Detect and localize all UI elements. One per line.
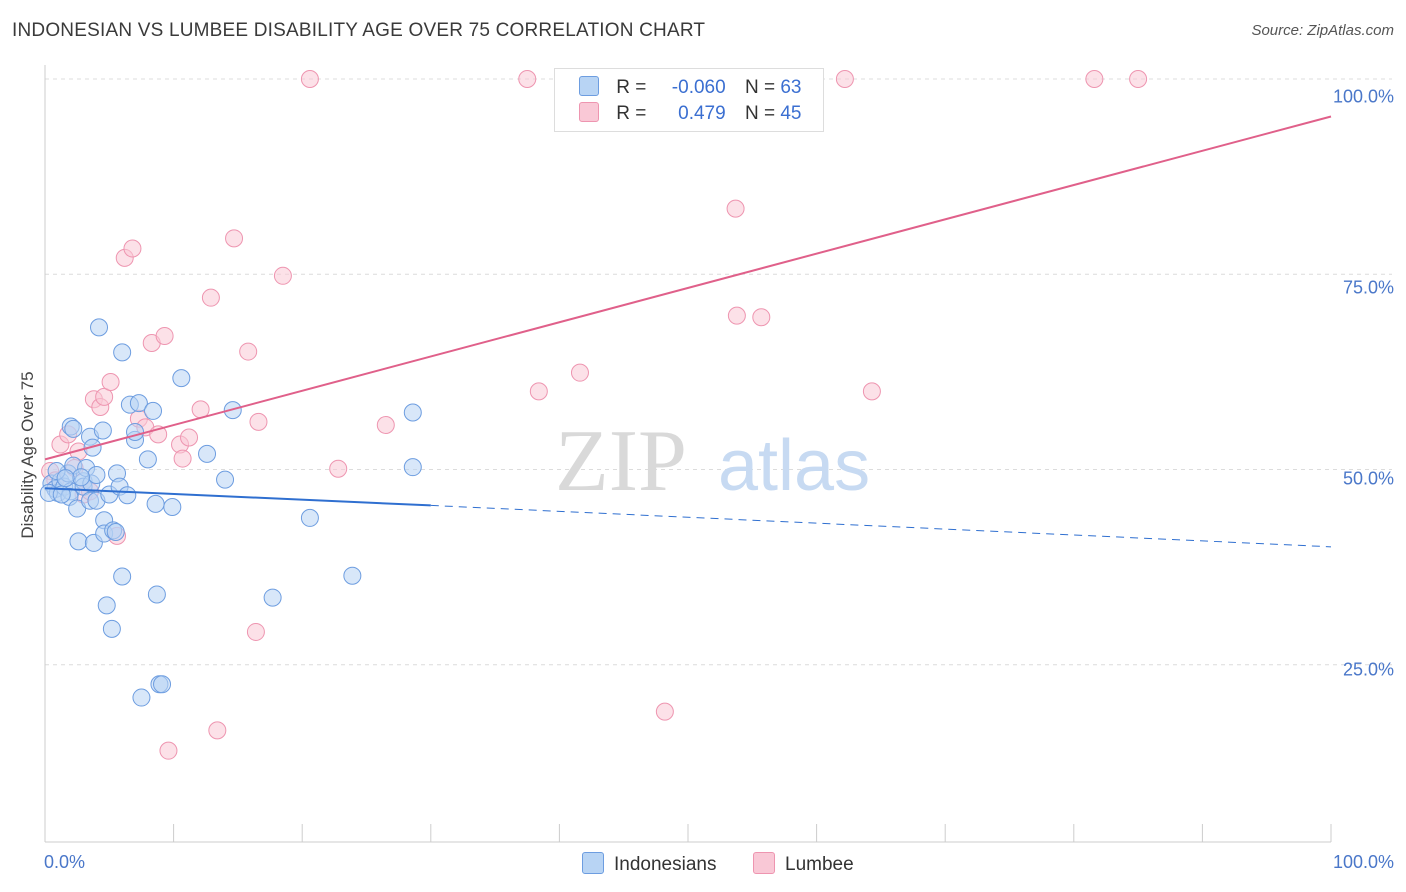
indonesian-point [216,470,235,489]
indonesian-point [300,508,319,527]
lumbee-point [752,308,771,327]
indonesian-point [113,343,132,362]
legend-swatch-blue [582,852,604,874]
lumbee-point [159,741,178,760]
legend-label-lumbee: Lumbee [785,854,854,875]
lumbee-point [655,702,674,721]
indonesian-point [64,419,83,438]
lumbee-point [529,382,548,401]
lumbee-point [570,363,589,382]
lumbee-point [201,288,220,307]
indonesian-point [113,567,132,586]
lumbee-point [518,70,537,88]
lumbee-point [329,459,348,478]
legend-label-indonesians: Indonesians [614,854,717,875]
indonesians-trendline-extension [430,504,1332,548]
indonesian-point [97,596,116,615]
indonesian-point [403,458,422,477]
indonesian-point [129,394,148,413]
legend-row-indonesians: R = -0.060 N = 63 [579,76,801,100]
indonesian-point [153,675,172,694]
source-credit: Source: ZipAtlas.com [1251,22,1394,39]
indonesian-point [90,318,109,337]
legend-n-value: 63 [780,77,802,98]
indonesian-point [343,566,362,585]
legend-n-label: N = [744,77,776,98]
lumbee-point [1129,70,1148,88]
indonesians-trendline [44,487,431,507]
indonesian-point [144,401,163,420]
lumbee-point [246,622,265,641]
legend-item-lumbee[interactable]: Lumbee [753,852,854,876]
indonesian-point [132,688,151,707]
lumbee-point [726,199,745,218]
indonesian-point [172,369,191,388]
indonesian-point [106,522,125,541]
y-tick-label-100: 100.0% [1332,86,1394,107]
lumbee-point [835,70,854,88]
lumbee-point [155,326,174,345]
lumbee-point [239,342,258,361]
lumbee-point [273,266,292,285]
lumbee-point [862,382,881,401]
legend-n-value: 45 [780,103,802,124]
stats-legend: R = -0.060 N = 63 R = 0.479 N = 45 [554,68,824,132]
lumbee-point [1085,70,1104,88]
lumbee-trendline [44,115,1332,461]
lumbee-point [95,387,114,406]
indonesian-point [147,585,166,604]
indonesian-point [138,450,157,469]
indonesian-point [118,486,137,505]
legend-item-indonesians[interactable]: Indonesians [582,852,716,876]
indonesian-point [198,444,217,463]
chart-title: INDONESIAN VS LUMBEE DISABILITY AGE OVER… [12,20,706,41]
y-tick-label-50: 50.0% [1342,468,1394,489]
indonesian-point [263,588,282,607]
legend-r-value: 0.479 [678,103,726,124]
legend-swatch-pink [579,102,599,122]
y-tick-label-75: 75.0% [1342,277,1394,298]
legend-r-label: R = [616,103,647,124]
indonesian-point [72,468,91,487]
indonesian-point [56,469,75,488]
watermark-zip: ZIP [555,413,687,510]
indonesian-point [87,465,106,484]
legend-row-lumbee: R = 0.479 N = 45 [579,102,801,126]
lumbee-point [180,428,199,447]
indonesian-point [163,497,182,516]
lumbee-point [249,412,268,431]
lumbee-point [727,306,746,325]
y-tick-label-25: 25.0% [1342,659,1394,680]
indonesian-point [69,532,88,551]
x-tick-label-min: 0.0% [44,852,86,872]
lumbee-point [101,373,120,392]
indonesian-point [146,494,165,513]
legend-swatch-blue [579,76,599,96]
legend-r-label: R = [616,77,647,98]
watermark-atlas: atlas [718,426,870,506]
lumbee-point [123,239,142,258]
indonesian-point [93,421,112,440]
lumbee-point [376,415,395,434]
lumbee-point [225,229,244,248]
lumbee-point [173,449,192,468]
lumbee-point [300,70,319,88]
indonesian-point [102,619,121,638]
legend-n-label: N = [744,103,776,124]
x-tick-label-max: 100.0% [1332,852,1394,872]
legend-r-value: -0.060 [671,77,726,98]
legend-swatch-pink [753,852,775,874]
indonesian-point [403,403,422,422]
lumbee-point [208,721,227,740]
